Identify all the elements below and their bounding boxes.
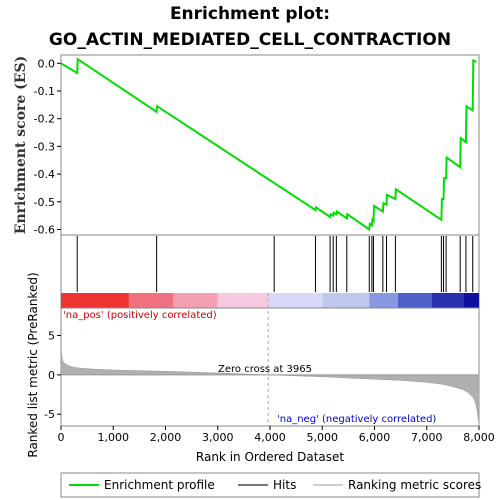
heat-segment: [369, 293, 399, 308]
metric-panel: 50-5 'na_pos' (positively correlated) Ze…: [26, 272, 480, 458]
legend-profile-label: Enrichment profile: [104, 478, 215, 492]
metric-tick-label: 0: [48, 369, 55, 382]
heat-segment: [322, 293, 370, 308]
heat-segment: [61, 293, 129, 308]
ranking-metric-area: [60, 349, 480, 425]
es-y-ticks: 0.0 -0.1 -0.2 -0.3 -0.4 -0.5 -0.6: [34, 57, 61, 236]
heat-segment: [173, 293, 218, 308]
heat-segment: [217, 293, 269, 308]
es-panel-frame: [60, 54, 480, 236]
es-panel: 0.0 -0.1 -0.2 -0.3 -0.4 -0.5 -0.6 Enrichment s…: [13, 54, 480, 236]
heat-segment: [463, 293, 479, 308]
legend-ranking-label: Ranking metric scores: [348, 478, 481, 492]
x-tick-label: 1,000: [98, 431, 130, 444]
es-tick-label: -0.5: [34, 196, 55, 209]
x-axis-label: Rank in Ordered Dataset: [196, 450, 344, 464]
heat-segment: [128, 293, 174, 308]
chart-subtitle: GO_ACTIN_MEDIATED_CELL_CONTRACTION: [49, 30, 451, 50]
es-tick-label: -0.1: [34, 85, 55, 98]
x-tick-label: 3,000: [202, 431, 234, 444]
es-tick-label: -0.3: [34, 140, 55, 153]
heat-segment: [398, 293, 432, 308]
x-tick-label: 5,000: [307, 431, 339, 444]
heat-segment: [431, 293, 464, 308]
legend-frame: [60, 472, 480, 498]
x-tick-label: 4,000: [254, 431, 286, 444]
zero-cross-label: Zero cross at 3965: [218, 364, 312, 375]
hit-markers: [76, 236, 474, 292]
x-tick-label: 0: [58, 431, 65, 444]
x-tick-label: 8,000: [463, 431, 495, 444]
metric-tick-label: -5: [44, 408, 55, 421]
enrichment-profile-line: [60, 57, 477, 232]
metric-tick-label: 5: [48, 330, 55, 343]
hits-panel: [60, 234, 480, 309]
es-tick-label: -0.2: [34, 113, 55, 126]
x-tick-label: 6,000: [359, 431, 391, 444]
metric-panel-frame: [60, 307, 480, 427]
legend-hits-label: Hits: [273, 478, 296, 492]
x-axis-ticks: 0 1,000 2,000 3,000 4,000 5,000 6,000 7,000 8,00…: [58, 426, 495, 444]
es-tick-label: -0.6: [34, 223, 55, 236]
neg-correlated-label: 'na_neg' (negatively correlated): [277, 414, 436, 425]
chart-title: Enrichment plot:: [170, 4, 330, 24]
legend: Enrichment profile Hits Ranking metric s…: [60, 472, 481, 498]
rank-heat-bar: [61, 293, 479, 308]
x-tick-label: 2,000: [150, 431, 182, 444]
metric-y-axis-label: Ranked list metric (PreRanked): [26, 272, 40, 457]
heat-segment: [268, 293, 323, 308]
es-tick-label: 0.0: [38, 57, 56, 70]
es-y-axis-label: Enrichment score (ES): [13, 56, 29, 234]
x-tick-label: 7,000: [411, 431, 443, 444]
es-tick-label: -0.4: [34, 168, 55, 181]
pos-correlated-label: 'na_pos' (positively correlated): [63, 310, 217, 321]
metric-y-ticks: 5 0 -5: [44, 330, 61, 421]
